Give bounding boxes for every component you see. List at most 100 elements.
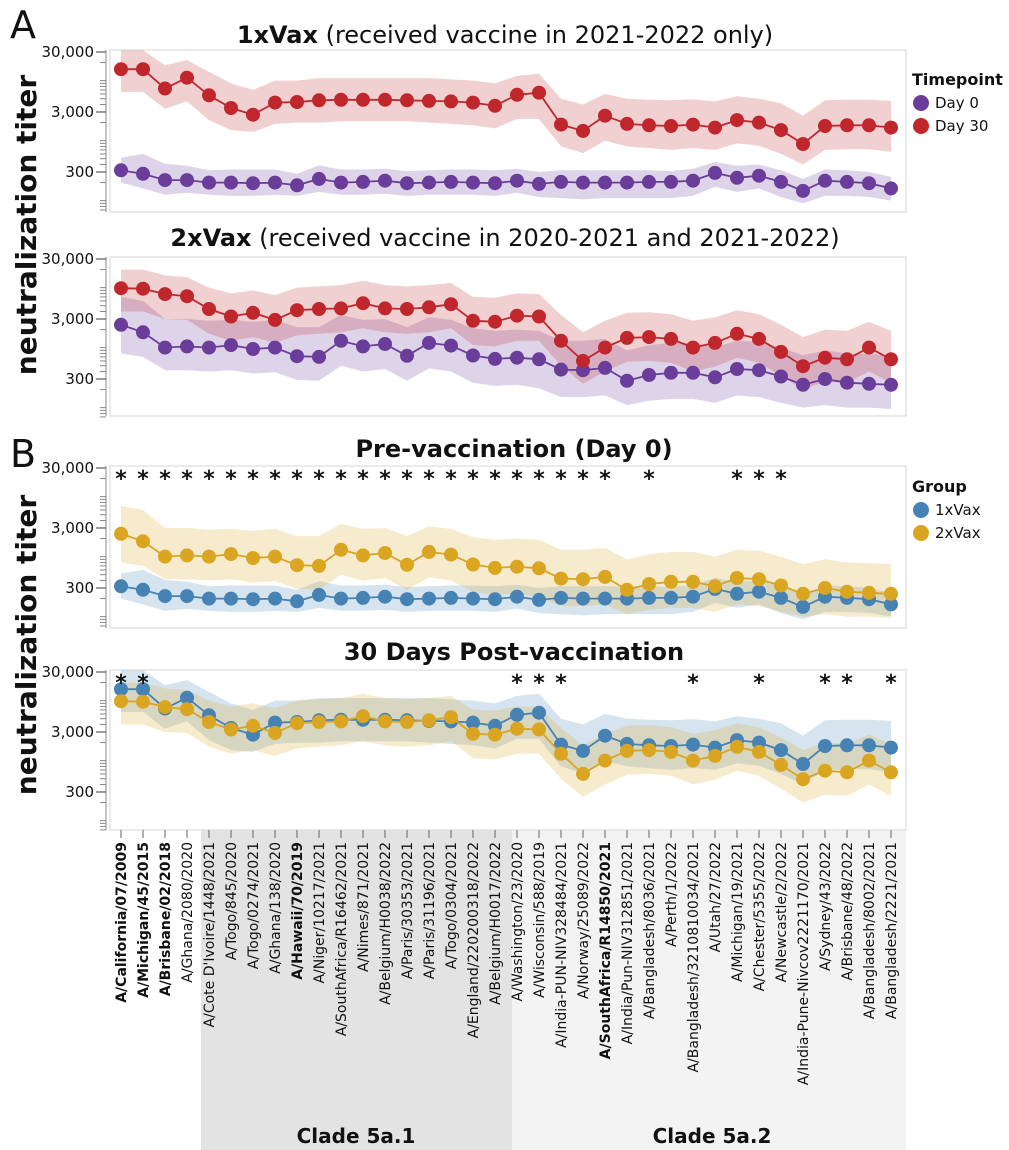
plot-pre-vaccination: 30,000 3,000 300 * * * * * * * * * * * * * * * * * * * * * * * * * *… bbox=[42, 459, 907, 629]
data-point bbox=[730, 113, 744, 128]
significance-star: * bbox=[225, 467, 237, 492]
plot-1xvax: 30,000 3,000 300 bbox=[42, 43, 907, 213]
data-point bbox=[378, 337, 392, 351]
clade-label-5a2: Clade 5a.2 bbox=[653, 1124, 772, 1148]
panel-title-pre-vaccination: Pre-vaccination (Day 0) bbox=[355, 435, 672, 463]
x-tick-label: A/Ghana/2080/2020 bbox=[180, 842, 196, 983]
data-point bbox=[334, 175, 348, 190]
data-point bbox=[224, 547, 238, 562]
data-point bbox=[532, 722, 546, 737]
data-point bbox=[378, 546, 392, 560]
data-point bbox=[466, 591, 480, 606]
data-point bbox=[422, 300, 436, 315]
data-point bbox=[840, 765, 854, 780]
data-point bbox=[818, 372, 832, 386]
data-point bbox=[114, 281, 128, 296]
data-point bbox=[290, 178, 304, 193]
data-point bbox=[664, 744, 678, 759]
data-point bbox=[356, 174, 370, 189]
data-point bbox=[334, 92, 348, 107]
y-tick-label: 300 bbox=[65, 579, 94, 597]
x-tick-label: A/India-Pune-Nivcov2221170/2021 bbox=[796, 842, 812, 1085]
data-point bbox=[466, 726, 480, 741]
data-point bbox=[510, 589, 524, 604]
data-point bbox=[862, 753, 876, 768]
x-tick-label: A/Michigan/45/2015 bbox=[136, 842, 152, 998]
series-band-2xvax bbox=[121, 682, 891, 803]
data-point bbox=[708, 579, 722, 594]
data-point bbox=[554, 333, 568, 348]
data-point bbox=[576, 766, 590, 781]
data-point bbox=[862, 118, 876, 133]
x-tick-label: A/Nimes/871/2021 bbox=[356, 842, 372, 972]
significance-star: * bbox=[137, 671, 149, 696]
significance-star: * bbox=[291, 467, 303, 492]
data-point bbox=[422, 335, 436, 350]
data-point bbox=[752, 363, 766, 378]
data-point bbox=[884, 181, 898, 196]
data-point bbox=[268, 340, 282, 355]
x-tick-label: A/Wisconsin/588/2019 bbox=[532, 842, 548, 998]
significance-star: * bbox=[687, 671, 699, 696]
data-point bbox=[532, 592, 546, 607]
data-point bbox=[290, 303, 304, 318]
x-tick-label: A/SouthAfrica/R14850/2021 bbox=[598, 842, 614, 1059]
data-point bbox=[136, 534, 150, 549]
clade-5a1-region bbox=[201, 828, 512, 1150]
data-point bbox=[730, 362, 744, 376]
x-tick-label: A/India-PUN-NIV328484/2021 bbox=[554, 842, 570, 1048]
x-tick-label: A/Brisbane/02/2018 bbox=[158, 842, 174, 996]
panel-letter-a: A bbox=[10, 3, 36, 47]
data-point bbox=[246, 305, 260, 320]
data-point bbox=[862, 376, 876, 391]
data-point bbox=[730, 571, 744, 585]
data-point bbox=[290, 594, 304, 609]
data-point bbox=[532, 705, 546, 720]
y-tick-label: 300 bbox=[65, 163, 94, 181]
data-point bbox=[796, 599, 810, 614]
data-point bbox=[158, 340, 172, 355]
data-point bbox=[752, 115, 766, 130]
data-point bbox=[202, 549, 216, 564]
significance-star: * bbox=[731, 467, 743, 492]
y-tick-label: 30,000 bbox=[42, 459, 95, 477]
data-point bbox=[312, 587, 326, 602]
y-tick-label: 30,000 bbox=[42, 663, 95, 681]
data-point bbox=[554, 571, 568, 586]
clade-5a2-region bbox=[512, 828, 906, 1150]
data-point bbox=[730, 586, 744, 601]
data-point bbox=[686, 173, 700, 188]
data-point bbox=[554, 590, 568, 605]
data-point bbox=[818, 119, 832, 133]
data-point bbox=[708, 335, 722, 350]
x-tick-label: A/Bangladesh/8002/2021 bbox=[862, 842, 878, 1019]
data-point bbox=[312, 171, 326, 186]
data-point bbox=[840, 118, 854, 133]
data-point bbox=[576, 353, 590, 368]
data-point bbox=[752, 168, 766, 183]
data-point bbox=[356, 548, 370, 563]
legend-marker-day0 bbox=[913, 95, 929, 111]
significance-star: * bbox=[599, 467, 611, 492]
data-point bbox=[862, 585, 876, 600]
data-point bbox=[400, 557, 414, 572]
data-point bbox=[686, 574, 700, 589]
data-point bbox=[774, 344, 788, 359]
data-point bbox=[598, 340, 612, 355]
significance-star: * bbox=[159, 467, 171, 492]
data-point bbox=[510, 707, 524, 722]
data-point bbox=[774, 174, 788, 189]
data-point bbox=[444, 590, 458, 605]
data-point bbox=[400, 93, 414, 108]
data-point bbox=[312, 349, 326, 364]
y-tick-label: 3,000 bbox=[51, 103, 94, 121]
data-point bbox=[114, 526, 128, 541]
data-point bbox=[598, 569, 612, 584]
data-point bbox=[752, 331, 766, 346]
data-point bbox=[532, 352, 546, 367]
x-tick-label: A/Togo/845/2020 bbox=[224, 842, 240, 960]
data-point bbox=[444, 297, 458, 312]
series-band-day-0 bbox=[121, 296, 891, 409]
data-point bbox=[532, 85, 546, 100]
data-point bbox=[444, 94, 458, 109]
